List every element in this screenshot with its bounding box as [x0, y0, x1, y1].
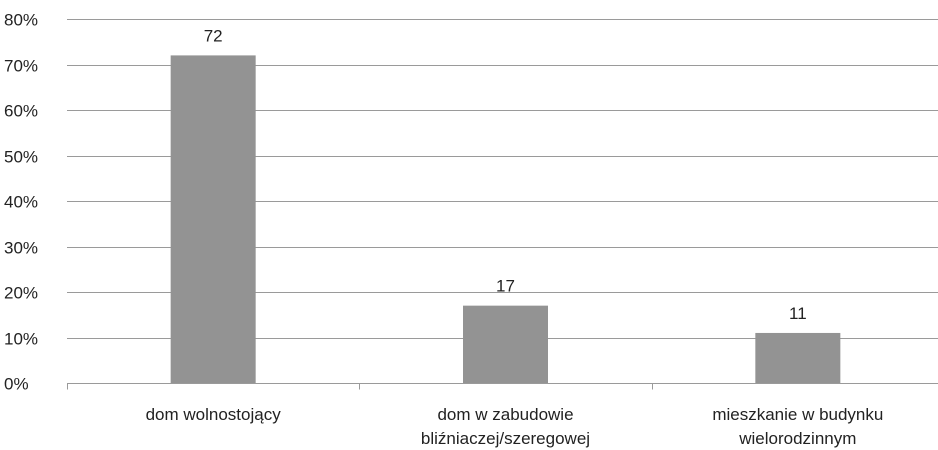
y-tick-label-70: 70% [4, 57, 38, 76]
category-label-2-line-0: mieszkanie w budynku [712, 405, 883, 424]
bar-layer [170, 55, 841, 384]
bar-1 [463, 305, 548, 383]
y-tick-label-10: 10% [4, 330, 38, 349]
category-label-2-line-1: wielorodzinnym [738, 429, 856, 448]
bar-0 [170, 55, 256, 384]
y-tick-label-80: 80% [4, 11, 38, 30]
bar-2 [755, 332, 841, 383]
label-layer: 0% 10% 20% 30% 40% 50% 60% 70% 80% 72 dom wolnosto… [4, 11, 883, 449]
axis-layer [67, 383, 938, 390]
data-label-0: 72 [204, 26, 223, 45]
y-tick-label-60: 60% [4, 102, 38, 121]
data-label-2: 11 [789, 304, 807, 323]
y-tick-label-0: 0% [4, 375, 29, 394]
y-tick-label-50: 50% [4, 148, 38, 167]
y-tick-label-30: 30% [4, 239, 38, 258]
category-label-1-line-0: dom w zabudowie [437, 405, 573, 424]
y-tick-label-40: 40% [4, 193, 38, 212]
category-label-0-line-0: dom wolnostojący [146, 405, 282, 424]
y-tick-label-20: 20% [4, 284, 38, 303]
data-label-1: 17 [496, 277, 515, 296]
category-label-1-line-1: bliźniaczej/szeregowej [421, 429, 590, 448]
